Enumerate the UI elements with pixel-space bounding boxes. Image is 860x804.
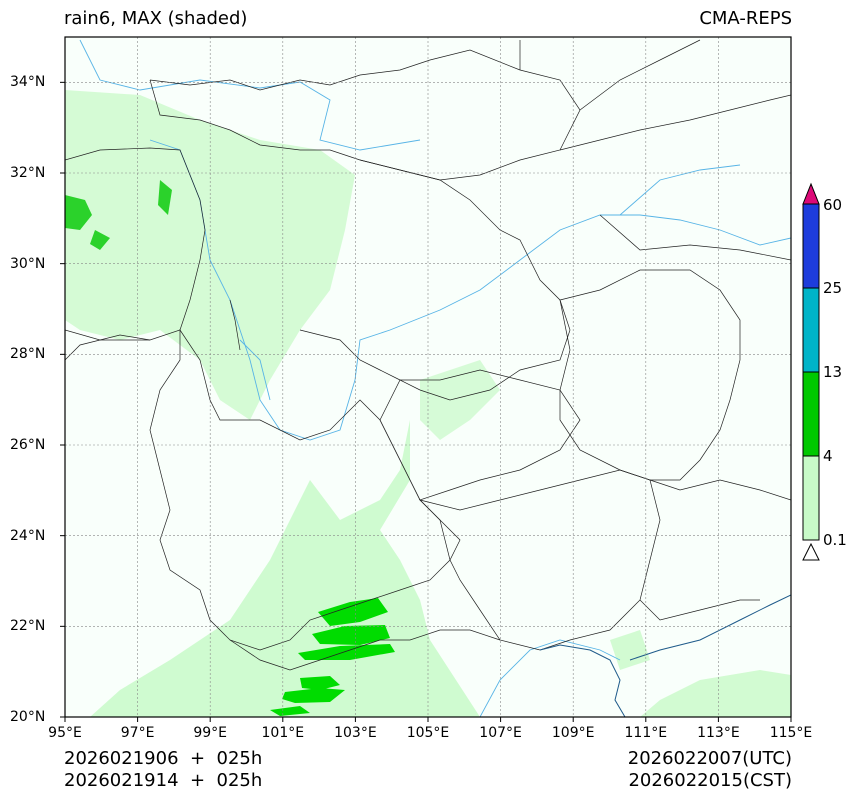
rain-heavy-5 xyxy=(282,688,345,703)
rain-heavy-west-2 xyxy=(158,180,172,215)
y-tick-label: 34°N xyxy=(10,74,46,91)
colorbar-band-13-25 xyxy=(802,287,820,373)
rain-area-southeast xyxy=(640,670,791,717)
y-tick-label: 20°N xyxy=(10,709,46,725)
x-tick-label: 99°E xyxy=(193,725,228,741)
coast xyxy=(539,594,791,717)
y-tick-label: 24°N xyxy=(10,527,46,544)
border-guangdong-south xyxy=(639,599,760,621)
border-shaanxi xyxy=(519,39,701,111)
border-gansu xyxy=(149,49,581,181)
rain-heavy-2 xyxy=(312,625,390,645)
x-tick-label: 95°E xyxy=(48,725,82,741)
rain-heavy-1 xyxy=(318,598,388,626)
border-guizhou xyxy=(379,369,581,501)
colorbar-label-1: 4 xyxy=(823,447,833,465)
rain-area-south xyxy=(90,420,480,717)
x-tick-label: 107°E xyxy=(479,725,522,741)
province-borders xyxy=(65,39,791,717)
colorbar-band-0-4 xyxy=(802,455,820,541)
map-frame xyxy=(64,36,792,718)
border-yunnan xyxy=(149,328,461,651)
colorbar-extend-min xyxy=(802,542,820,561)
x-tick-label: 115°E xyxy=(769,725,813,741)
colorbar-label-2: 13 xyxy=(823,363,843,381)
colorbar-band-25-60 xyxy=(802,203,820,289)
grid-lines xyxy=(60,37,792,722)
init-time-cst: 2026021914 + 025h xyxy=(64,770,263,791)
border-sichuan-east xyxy=(299,159,571,401)
border-hubei-south xyxy=(599,214,791,261)
x-tick-label: 101°E xyxy=(261,725,305,741)
x-tick-label: 103°E xyxy=(334,725,377,741)
y-tick-label: 30°N xyxy=(10,255,46,272)
river-jinsha xyxy=(239,339,271,401)
rain-heavy-6 xyxy=(270,706,310,716)
y-tick-label: 26°N xyxy=(10,437,46,453)
init-time-utc: 2026021906 + 025h xyxy=(64,748,263,769)
chart-title: rain6, MAX (shaded) xyxy=(64,8,248,29)
colorbar-band-4-13 xyxy=(802,371,820,457)
border-guangdong xyxy=(649,479,791,501)
border-international-south xyxy=(229,629,501,671)
colorbar-label-4: 60 xyxy=(823,196,843,214)
border-tibet xyxy=(65,299,241,351)
x-tick-label: 109°E xyxy=(551,725,595,741)
river-pearl xyxy=(479,639,621,717)
colorbar-label-0: 0.1 xyxy=(823,531,847,549)
valid-time-utc: 2026022007(UTC) xyxy=(627,748,792,769)
colorbar-label-3: 25 xyxy=(823,279,843,297)
rain-heavy-4 xyxy=(300,676,340,690)
colorbar-extend-max xyxy=(802,182,820,205)
x-tick-label: 113°E xyxy=(697,725,740,741)
model-name: CMA-REPS xyxy=(699,8,792,29)
border-hubei-shaanxi xyxy=(559,94,791,151)
y-tick-label: 28°N xyxy=(10,346,46,363)
y-tick-label: 32°N xyxy=(10,165,46,181)
rain-heavy-west-1 xyxy=(65,195,92,230)
colorbar xyxy=(802,182,820,561)
x-tick-label: 97°E xyxy=(120,725,155,741)
river-han xyxy=(619,164,741,216)
rain-heavy-3 xyxy=(298,644,395,660)
border-qinghai-sichuan xyxy=(65,147,206,361)
x-tick-label: 111°E xyxy=(624,725,668,741)
x-tick-label: 105°E xyxy=(406,725,450,741)
rain-heavy-west-3 xyxy=(90,230,110,250)
river-yangtze-upper xyxy=(149,139,791,441)
valid-time-cst: 2026022015(CST) xyxy=(628,770,792,791)
y-tick-label: 22°N xyxy=(10,618,46,635)
